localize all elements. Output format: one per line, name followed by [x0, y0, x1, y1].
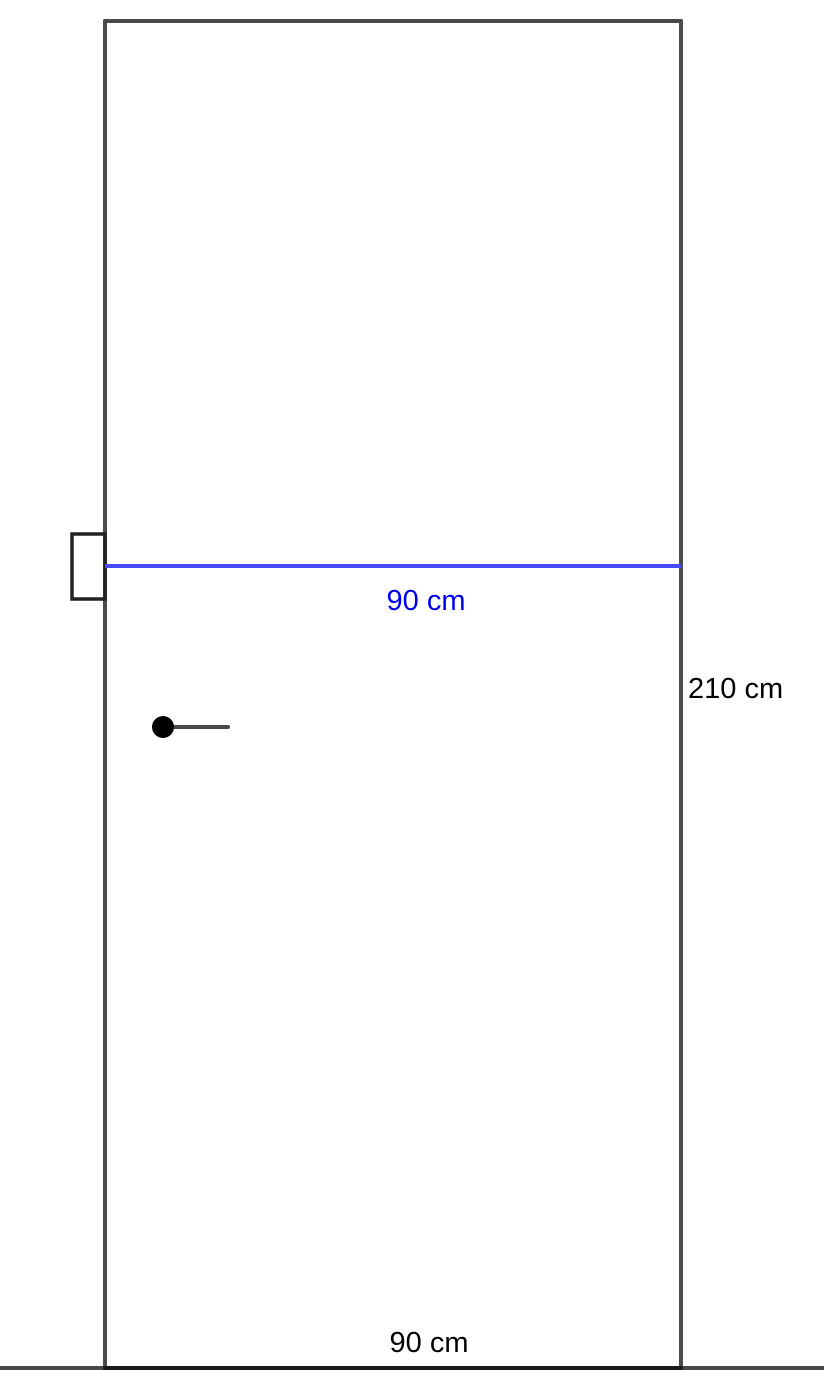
hinge-icon [70, 532, 107, 601]
width-measure-label: 90 cm [387, 585, 466, 617]
height-label: 210 cm [688, 673, 783, 705]
door-handle-knob-icon [152, 716, 174, 738]
width-bottom-label: 90 cm [390, 1327, 469, 1359]
